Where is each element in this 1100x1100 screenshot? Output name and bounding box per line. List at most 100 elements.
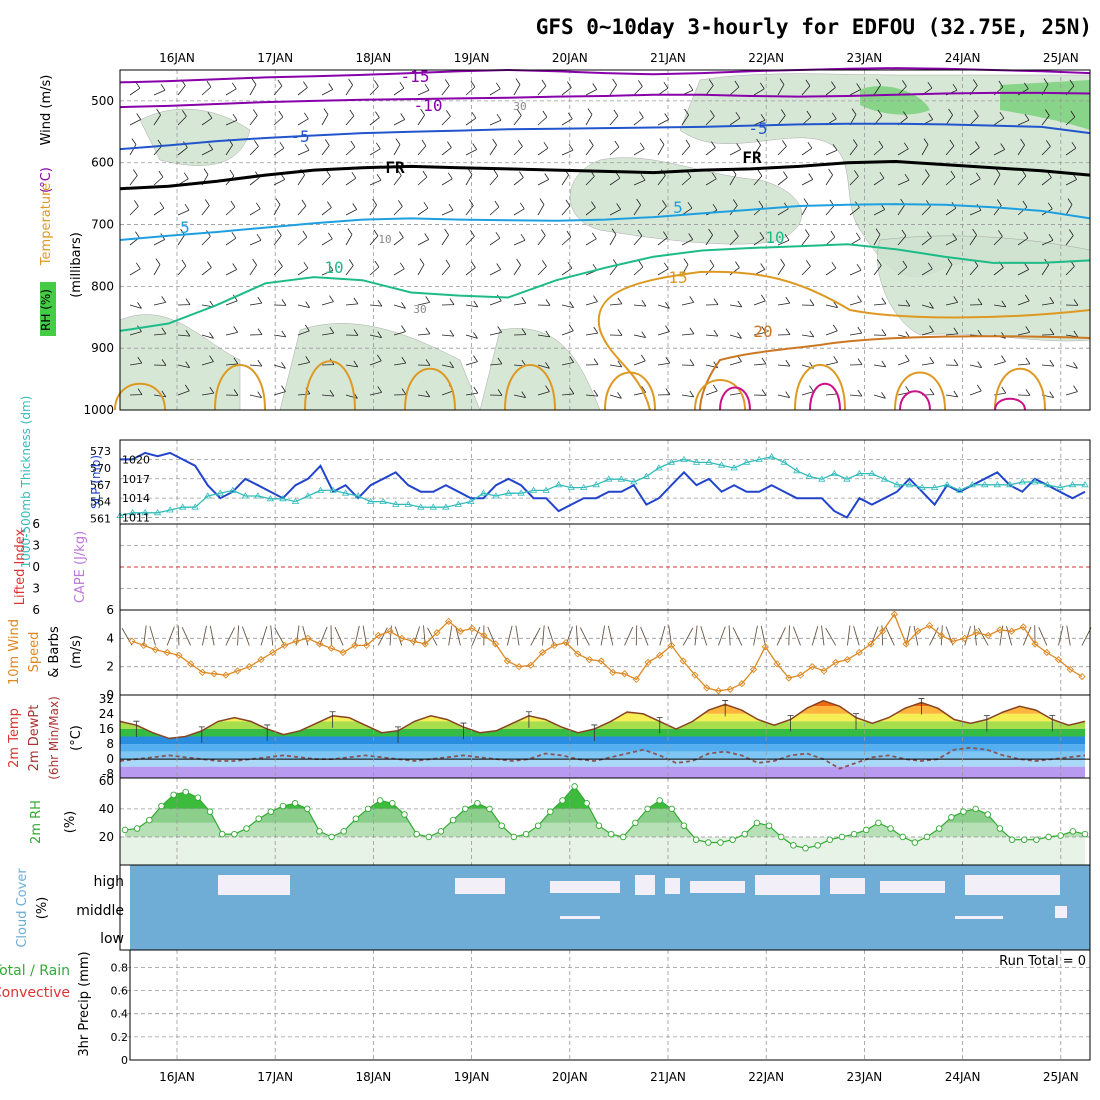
ytick-pressure: 900 — [91, 341, 114, 355]
wind-marker — [738, 680, 746, 688]
wind-marker — [644, 658, 652, 667]
wind-barb — [1065, 385, 1078, 396]
wind-barb — [633, 142, 645, 156]
wind-barb — [321, 201, 332, 216]
rh-marker — [510, 833, 518, 841]
rh-marker — [765, 822, 773, 829]
ytick-wind: 4 — [106, 631, 114, 645]
ytick-temp: 8 — [106, 737, 114, 751]
wind-marker — [1054, 655, 1063, 664]
date-label-bottom: 20JAN — [552, 1070, 588, 1084]
wind-barb — [393, 356, 407, 366]
rh-marker — [911, 839, 919, 846]
wind-barb — [705, 259, 715, 276]
cloud-gap — [690, 881, 745, 893]
wind-barb — [897, 299, 911, 307]
wind-barb-10m — [1066, 625, 1071, 646]
wind-barb — [537, 385, 550, 396]
rh-marker — [802, 844, 809, 852]
wind-barb-10m — [274, 627, 285, 646]
thickness-marker — [955, 486, 964, 493]
rh-marker — [656, 797, 663, 804]
rh-marker — [158, 802, 165, 810]
wind-barb — [777, 109, 786, 126]
date-label-top: 18JAN — [356, 51, 392, 65]
rh-marker — [838, 833, 846, 841]
wind-barb — [393, 81, 405, 96]
wind-barb — [633, 229, 643, 246]
wind-marker — [867, 640, 875, 648]
wind-marker — [1043, 648, 1051, 657]
rh-marker — [291, 800, 299, 807]
wind-barb — [585, 201, 596, 216]
rh-shading-high — [860, 86, 930, 115]
wind-barb — [369, 142, 381, 156]
wind-marker — [503, 657, 511, 665]
temp-contour — [699, 335, 1091, 411]
temp-band — [120, 700, 1085, 707]
minmax-bar — [787, 715, 794, 732]
wind-marker — [855, 648, 863, 657]
contour-label: 15 — [668, 268, 687, 287]
wind-barb — [1041, 109, 1050, 126]
wind-barb — [489, 326, 503, 336]
wind-barb — [849, 263, 862, 276]
wind-barb-10m — [377, 627, 388, 646]
wind-marker — [398, 634, 406, 642]
wind-barb — [441, 141, 452, 156]
wind-barb — [945, 108, 953, 126]
wind-barb — [513, 109, 522, 126]
wind-marker — [327, 644, 336, 652]
rh-marker — [146, 816, 153, 824]
wind-barb — [417, 201, 429, 216]
wind-marker — [445, 617, 453, 625]
wind-barb — [513, 391, 527, 398]
wind-barb — [417, 390, 431, 398]
wind-barb — [753, 389, 767, 396]
thickness-marker — [166, 506, 174, 513]
thickness-marker — [504, 489, 513, 496]
wind-barb — [873, 360, 887, 368]
minmax-bar — [591, 724, 598, 741]
minmax-bar — [983, 715, 990, 732]
wind-barb — [417, 83, 430, 96]
wind-barb — [801, 141, 813, 156]
wind-barb — [801, 229, 810, 246]
wind-marker — [820, 667, 828, 675]
wind-barb — [369, 173, 382, 186]
ytick-cloud: high — [93, 874, 124, 890]
rh-shading — [279, 323, 481, 411]
rh-marker — [996, 825, 1004, 832]
ylabel-rh-unit: (%) — [63, 811, 78, 834]
wind-barb — [249, 391, 263, 398]
wind-marker — [538, 648, 547, 657]
rh-marker — [875, 819, 882, 827]
minmax-bar — [395, 726, 402, 743]
wind-barb-10m — [788, 625, 790, 646]
wind-marker — [984, 631, 992, 640]
wind-marker — [667, 641, 676, 650]
wind-marker — [292, 637, 300, 645]
rh-marker — [960, 808, 967, 815]
wind-barb — [537, 229, 546, 246]
date-label-bottom: 18JAN — [356, 1070, 392, 1084]
wind-barb — [729, 143, 742, 156]
ylabel-total-rain: Total / Rain — [0, 963, 70, 979]
wind-barb — [393, 138, 401, 156]
wind-barb — [201, 80, 212, 96]
thickness-marker — [492, 492, 500, 499]
wind-barb-10m — [362, 625, 368, 646]
contour-label: FR — [385, 158, 405, 177]
wind-barb — [537, 110, 548, 126]
wind-barb — [369, 111, 380, 126]
wind-barb — [657, 113, 670, 126]
thickness-marker — [767, 453, 776, 460]
cloud-gap — [965, 875, 1060, 895]
ytick-pressure: 800 — [91, 279, 114, 293]
wind-barb — [825, 301, 839, 308]
minmax-bar — [656, 717, 663, 734]
wind-barb — [321, 108, 329, 126]
minmax-bar — [525, 711, 532, 728]
wind-barb — [849, 326, 863, 336]
wind-marker — [316, 640, 324, 648]
